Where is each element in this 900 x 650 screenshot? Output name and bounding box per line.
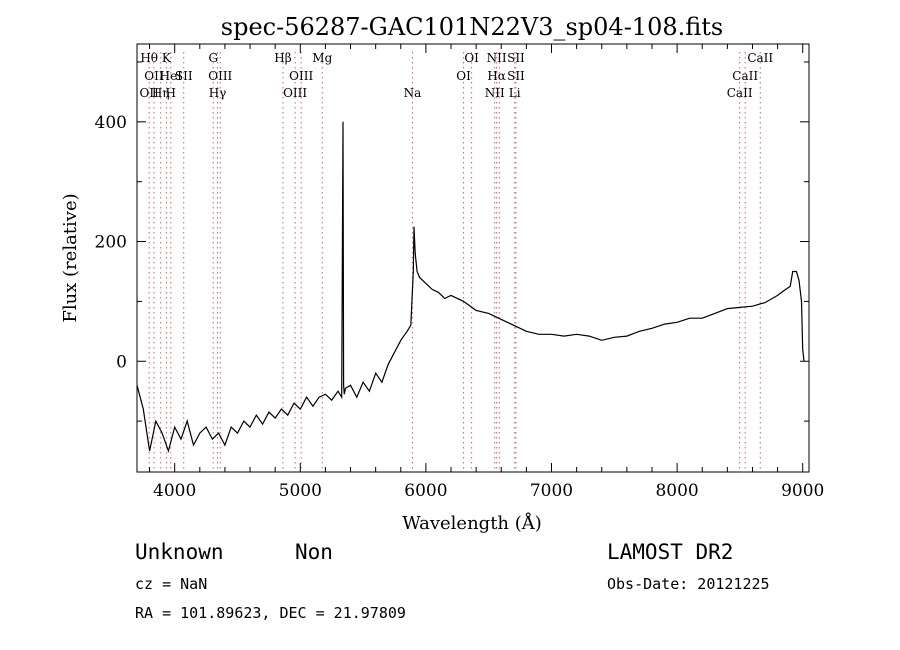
spectral-line-label: CaII (747, 51, 773, 65)
spectral-line-label: CaII (727, 86, 753, 100)
x-tick-label: 5000 (279, 481, 322, 501)
ra-dec-coordinates: RA = 101.89623, DEC = 21.97809 (135, 604, 406, 622)
spectral-line-label: OIII (283, 86, 307, 100)
spectral-line-label: Li (509, 86, 521, 100)
spectral-line-label: Hθ (140, 51, 158, 65)
spectral-line-label: Na (404, 86, 422, 100)
spectral-line-label: Mg (312, 51, 332, 65)
spectral-line-label: Hβ (274, 51, 291, 65)
spectral-line-label: G (208, 51, 218, 65)
spectral-line-label: HeI (160, 69, 183, 83)
spectral-line-label: OIII (208, 69, 232, 83)
chart-title: spec-56287-GAC101N22V3_sp04-108.fits (221, 13, 723, 41)
object-subclass: Non (295, 540, 333, 564)
x-axis-label: Wavelength (Å) (402, 512, 542, 534)
spectral-line-label: Hγ (209, 86, 227, 100)
x-tick-label: 7000 (530, 481, 573, 501)
spectral-line-label: SII (175, 69, 193, 83)
spectral-line-label: OII (144, 69, 164, 83)
y-tick-label: 400 (95, 113, 127, 133)
y-axis-label: Flux (relative) (60, 193, 81, 322)
spectral-line-label: Hα (487, 69, 506, 83)
spectral-line-markers (148, 52, 761, 472)
spectral-line-label: CaII (732, 69, 758, 83)
spectral-line-label: K (162, 51, 172, 65)
spectral-line-label: NII (485, 86, 505, 100)
redshift-cz: cz = NaN (135, 575, 208, 593)
y-tick-label: 0 (116, 352, 127, 372)
x-tick-label: 8000 (655, 481, 698, 501)
survey-name: LAMOST DR2 (607, 540, 734, 564)
x-tick-label: 6000 (404, 481, 447, 501)
y-tick-label: 200 (95, 233, 127, 253)
spectral-line-label: OI (456, 69, 471, 83)
x-tick-label: 4000 (153, 481, 196, 501)
spectral-line-label: NII (487, 51, 507, 65)
spectrum-line (136, 121, 805, 454)
spectral-line-label: OIII (289, 69, 313, 83)
axis-ticks: 4000 5000 6000 7000 8000 9000 0 200 400 (95, 44, 824, 501)
observation-date: Obs-Date: 20121225 (607, 575, 770, 593)
spectral-line-label: OI (464, 51, 479, 65)
spectral-line-label: H (166, 86, 176, 100)
spectral-line-label: OII (140, 86, 160, 100)
plot-frame (136, 43, 810, 473)
spectral-line-label: Hη (152, 86, 170, 100)
spectral-line-label: SII (507, 51, 525, 65)
x-tick-label: 9000 (781, 481, 824, 501)
spectral-line-labels: HθOIIOIIHηKHeIHSIIGHγOIIIHβOIIIOIIIMgNaO… (140, 51, 774, 100)
object-class: Unknown (135, 540, 224, 564)
spectral-line-label: SII (507, 69, 525, 83)
